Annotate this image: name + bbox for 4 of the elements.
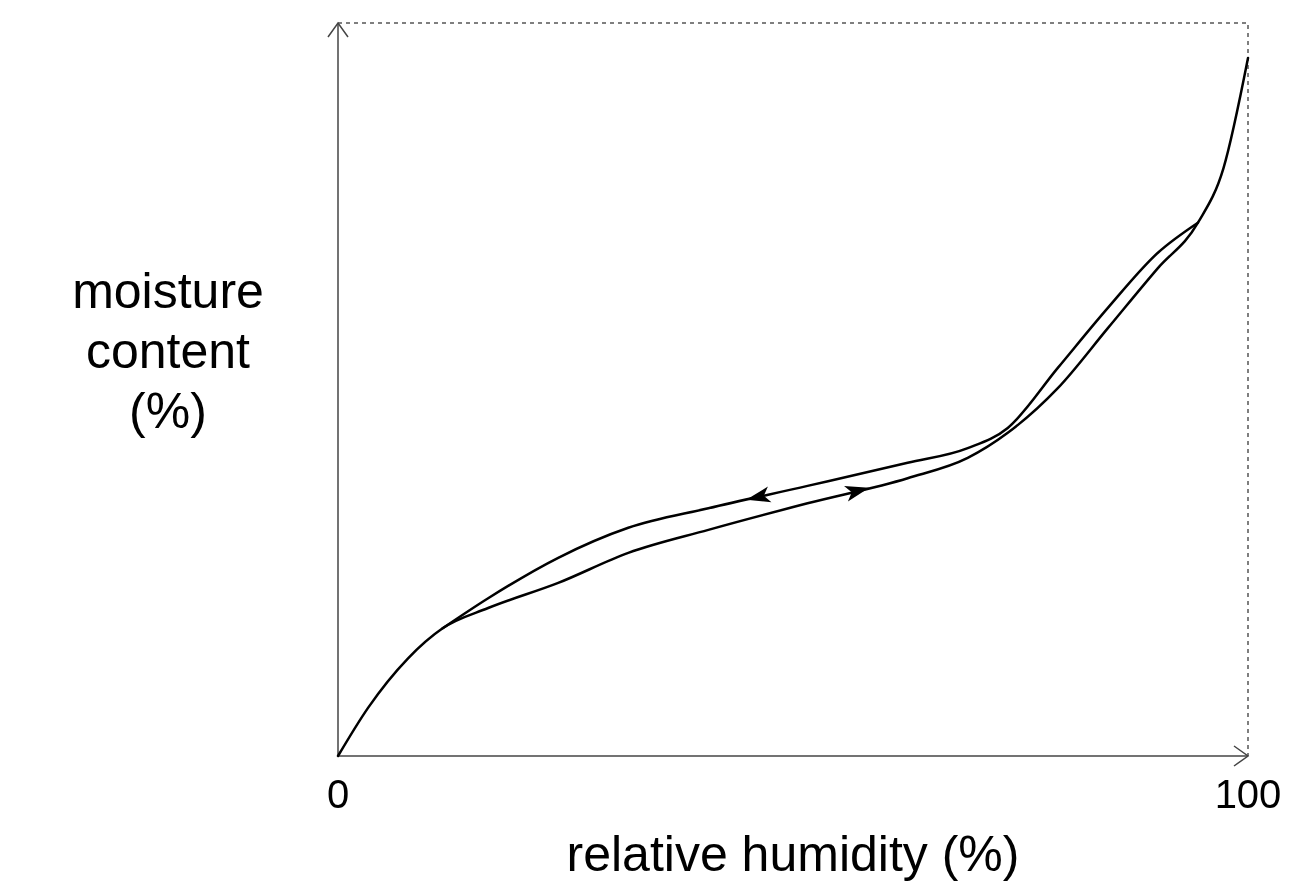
x-axis-title: relative humidity (%) (566, 826, 1020, 882)
x-tick-label: 100 (1214, 772, 1282, 816)
y-axis-title: moisture content (%) (72, 263, 264, 439)
x-tick-label: 0 (326, 772, 350, 816)
